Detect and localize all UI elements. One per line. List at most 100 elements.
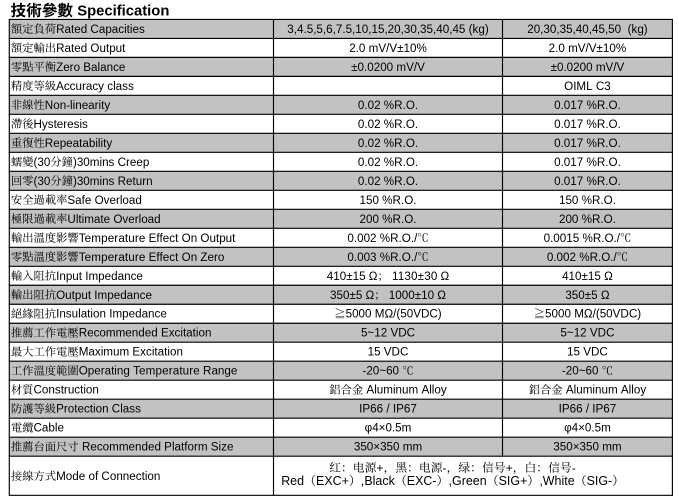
svg-text:/: / xyxy=(386,403,390,416)
svg-text:Zero: Zero xyxy=(56,61,80,74)
svg-text:%R.O.: %R.O. xyxy=(586,99,620,112)
svg-text:Construction: Construction xyxy=(34,384,99,397)
svg-text:/: / xyxy=(586,403,590,416)
svg-text:Aluminum: Aluminum xyxy=(366,384,418,397)
svg-text:of: of xyxy=(88,470,98,483)
svg-text:%R.O.: %R.O. xyxy=(384,118,418,131)
svg-text:±0.0200: ±0.0200 xyxy=(551,61,594,74)
svg-text:mm: mm xyxy=(403,441,422,454)
svg-text:VDC: VDC xyxy=(390,327,415,340)
svg-text:Input: Input xyxy=(56,270,83,283)
svg-text:200: 200 xyxy=(559,213,579,226)
svg-text:)30mins: )30mins xyxy=(73,175,115,188)
svg-text:IP66: IP66 xyxy=(359,403,383,416)
svg-text:C3: C3 xyxy=(596,80,611,93)
svg-text:Ω: Ω xyxy=(369,270,378,283)
svg-text:410±15: 410±15 xyxy=(327,270,366,283)
svg-text:Rated: Rated xyxy=(56,42,87,55)
svg-text:Effect: Effect xyxy=(149,232,180,245)
svg-text:Non-linearity: Non-linearity xyxy=(45,99,111,112)
svg-text:Temperature: Temperature xyxy=(133,365,200,378)
svg-text:mV/V: mV/V xyxy=(396,61,425,74)
svg-text:%R.O.: %R.O. xyxy=(586,156,620,169)
svg-text:150: 150 xyxy=(559,194,579,207)
svg-text:%R.O.: %R.O. xyxy=(382,213,416,226)
svg-text:%R.O.: %R.O. xyxy=(382,194,416,207)
svg-text:mV/V±10%: mV/V±10% xyxy=(568,42,626,55)
svg-text:3,4.5,5,6,7.5,10,15,20,30,35,4: 3,4.5,5,6,7.5,10,15,20,30,35,40,45 xyxy=(287,23,465,36)
svg-text:IP66: IP66 xyxy=(559,403,583,416)
svg-text:,Green: ,Green xyxy=(449,474,487,488)
svg-text:5000: 5000 xyxy=(545,308,571,321)
svg-text:Ω: Ω xyxy=(601,289,610,302)
svg-text:mm: mm xyxy=(602,441,621,454)
svg-text:-20~60: -20~60 xyxy=(362,365,399,378)
svg-text:0.0015: 0.0015 xyxy=(544,232,580,245)
svg-text:Specification: Specification xyxy=(77,4,169,20)
svg-text:Output: Output xyxy=(90,42,126,55)
svg-text:0.02: 0.02 xyxy=(358,118,381,131)
svg-text:Effect: Effect xyxy=(149,251,180,264)
svg-text:Safe: Safe xyxy=(67,194,91,207)
svg-text:0.02: 0.02 xyxy=(358,175,381,188)
svg-text:%R.O./: %R.O./ xyxy=(380,251,418,264)
svg-text:2.0: 2.0 xyxy=(349,42,366,55)
svg-text:Hysteresis: Hysteresis xyxy=(34,118,89,131)
svg-text:350±5: 350±5 xyxy=(330,289,362,302)
svg-text:%R.O./: %R.O./ xyxy=(579,251,617,264)
svg-text:VDC: VDC xyxy=(590,327,615,340)
svg-text:Impedance: Impedance xyxy=(109,308,167,321)
svg-text:15: 15 xyxy=(368,346,381,359)
svg-text:%R.O./: %R.O./ xyxy=(380,232,418,245)
svg-text:On: On xyxy=(182,251,198,264)
svg-text:(kg): (kg) xyxy=(469,23,489,36)
svg-text:0.02: 0.02 xyxy=(358,156,381,169)
svg-text:Ω: Ω xyxy=(366,289,375,302)
svg-text:Alloy: Alloy xyxy=(621,384,646,397)
svg-text:Output: Output xyxy=(56,289,92,302)
svg-text:Recommended: Recommended xyxy=(79,327,158,340)
svg-text:mV/V±10%: mV/V±10% xyxy=(369,42,427,55)
svg-text:Platform: Platform xyxy=(164,441,207,454)
svg-text:Zero: Zero xyxy=(200,251,224,264)
svg-text:150: 150 xyxy=(360,194,380,207)
svg-text:Size: Size xyxy=(211,441,234,454)
svg-text:1130±30: 1130±30 xyxy=(392,270,438,283)
svg-text:Aluminum: Aluminum xyxy=(566,384,618,397)
svg-text:VDC: VDC xyxy=(384,346,409,359)
svg-text:0.017: 0.017 xyxy=(554,175,583,188)
svg-text:On: On xyxy=(182,232,198,245)
svg-text:Return: Return xyxy=(118,175,153,188)
svg-text:EXC-: EXC- xyxy=(407,474,437,488)
svg-text:Rated: Rated xyxy=(56,23,87,36)
svg-text:Overload: Overload xyxy=(113,213,160,226)
svg-text:IP67: IP67 xyxy=(592,403,616,416)
svg-text:0.002: 0.002 xyxy=(547,251,576,264)
svg-text:%R.O.: %R.O. xyxy=(582,194,616,207)
svg-text:φ4×0.5m: φ4×0.5m xyxy=(365,422,412,435)
svg-text:Repeatability: Repeatability xyxy=(45,137,113,150)
svg-text:Maximum: Maximum xyxy=(79,346,129,359)
svg-text:Temperature: Temperature xyxy=(79,232,146,245)
svg-text:Overload: Overload xyxy=(95,194,142,207)
svg-text:(kg): (kg) xyxy=(628,23,648,36)
svg-text:Alloy: Alloy xyxy=(421,384,446,397)
svg-text:350×350: 350×350 xyxy=(354,441,400,454)
svg-text:Class: Class xyxy=(112,403,141,416)
svg-text:+: + xyxy=(506,461,513,475)
svg-text:MΩ/(50VDC): MΩ/(50VDC) xyxy=(375,308,442,321)
svg-text:+: + xyxy=(376,461,383,475)
svg-text:Ω: Ω xyxy=(437,289,446,302)
svg-text:20,30,35,40,45,50: 20,30,35,40,45,50 xyxy=(527,23,621,36)
svg-text:Insulation: Insulation xyxy=(56,308,106,321)
svg-text:%R.O.: %R.O. xyxy=(384,156,418,169)
svg-text:0.02: 0.02 xyxy=(358,99,381,112)
svg-text:5000: 5000 xyxy=(346,308,372,321)
svg-text:0.02: 0.02 xyxy=(358,137,381,150)
svg-text:%R.O./: %R.O./ xyxy=(582,232,620,245)
svg-text:(30: (30 xyxy=(34,156,51,169)
svg-text:,White: ,White xyxy=(539,474,574,488)
svg-text:Output: Output xyxy=(200,232,236,245)
svg-text:%R.O.: %R.O. xyxy=(582,213,616,226)
svg-text:%R.O.: %R.O. xyxy=(586,175,620,188)
